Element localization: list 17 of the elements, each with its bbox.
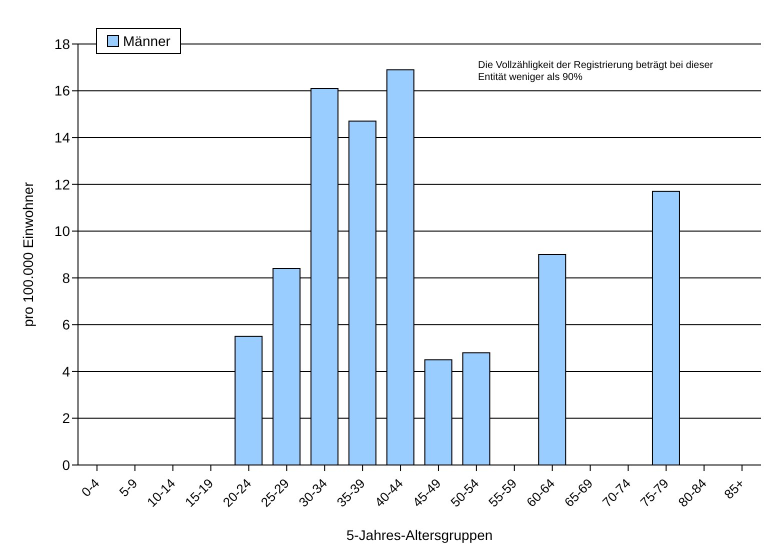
y-axis-title: pro 100.000 Einwohner: [20, 182, 36, 327]
x-tick-label: 85+: [721, 476, 748, 502]
y-tick-label: 18: [54, 36, 70, 52]
legend-label: Männer: [123, 33, 170, 49]
y-tick-label: 0: [62, 456, 70, 473]
y-tick-label: 8: [62, 270, 70, 286]
y-tick-label: 2: [62, 410, 70, 426]
y-tick-label: 4: [62, 363, 70, 380]
y-tick-label: 6: [62, 316, 70, 333]
y-tick-label: 12: [54, 176, 70, 192]
y-tick-label: 14: [54, 130, 70, 146]
annotation: Die Vollzähligkeit der Registrierung beträgt bei dieser Entität weniger als 90%: [478, 60, 714, 84]
y-tick-label: 10: [54, 223, 70, 240]
x-tick-label: 0-4: [78, 476, 102, 500]
x-axis-title: 5-Jahres-Altersgruppen: [346, 527, 493, 543]
y-tick-label: 16: [54, 82, 70, 99]
x-tick-label: 5-9: [116, 476, 140, 500]
